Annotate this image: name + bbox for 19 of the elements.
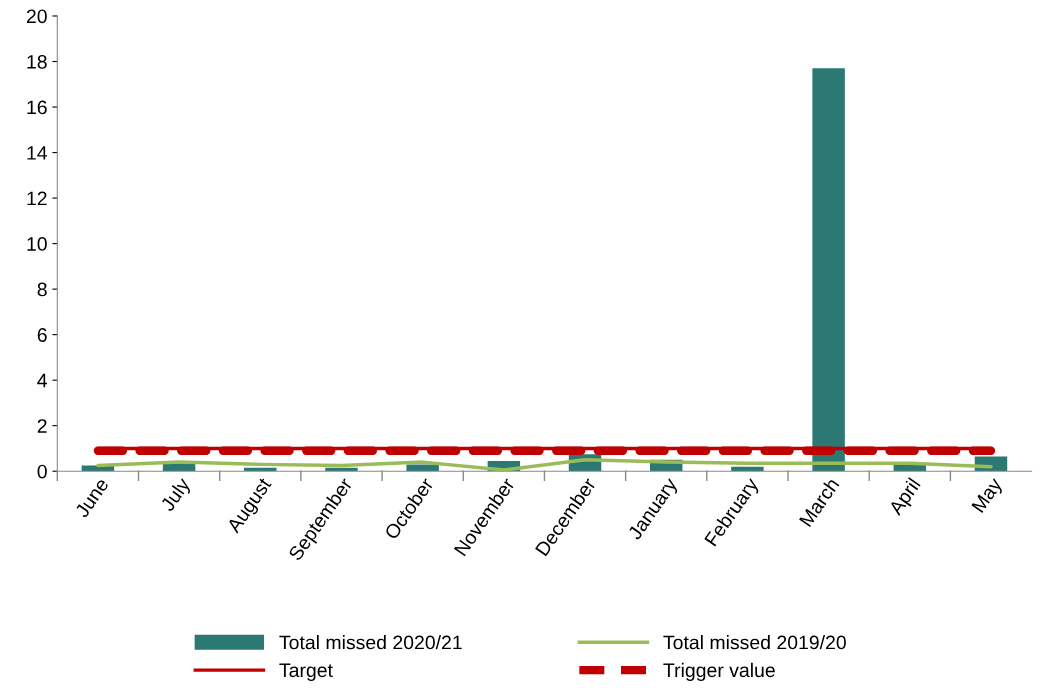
- y-tick-label: 6: [37, 328, 47, 342]
- y-tick-label: 2: [37, 419, 47, 433]
- legend-label: Target: [279, 663, 333, 681]
- x-tick-label: July: [159, 476, 194, 515]
- y-tick-label: 4: [37, 373, 48, 388]
- bar: [812, 68, 845, 472]
- legend-label: Total missed 2019/20: [663, 635, 846, 650]
- y-tick-label: 8: [37, 282, 47, 297]
- legend-label: Total missed 2020/21: [279, 635, 462, 650]
- line-series: [96, 458, 993, 472]
- y-tick-label: 16: [27, 100, 47, 115]
- y-tick-label: 18: [27, 54, 47, 69]
- bar: [406, 464, 439, 472]
- y-tick-label: 12: [27, 191, 47, 206]
- legend-label: Trigger value: [663, 662, 775, 681]
- y-tick-label: 10: [27, 237, 47, 251]
- y-tick-label: 20: [26, 9, 47, 24]
- y-tick-label: 14: [27, 146, 48, 160]
- y-tick-label: 0: [37, 464, 47, 479]
